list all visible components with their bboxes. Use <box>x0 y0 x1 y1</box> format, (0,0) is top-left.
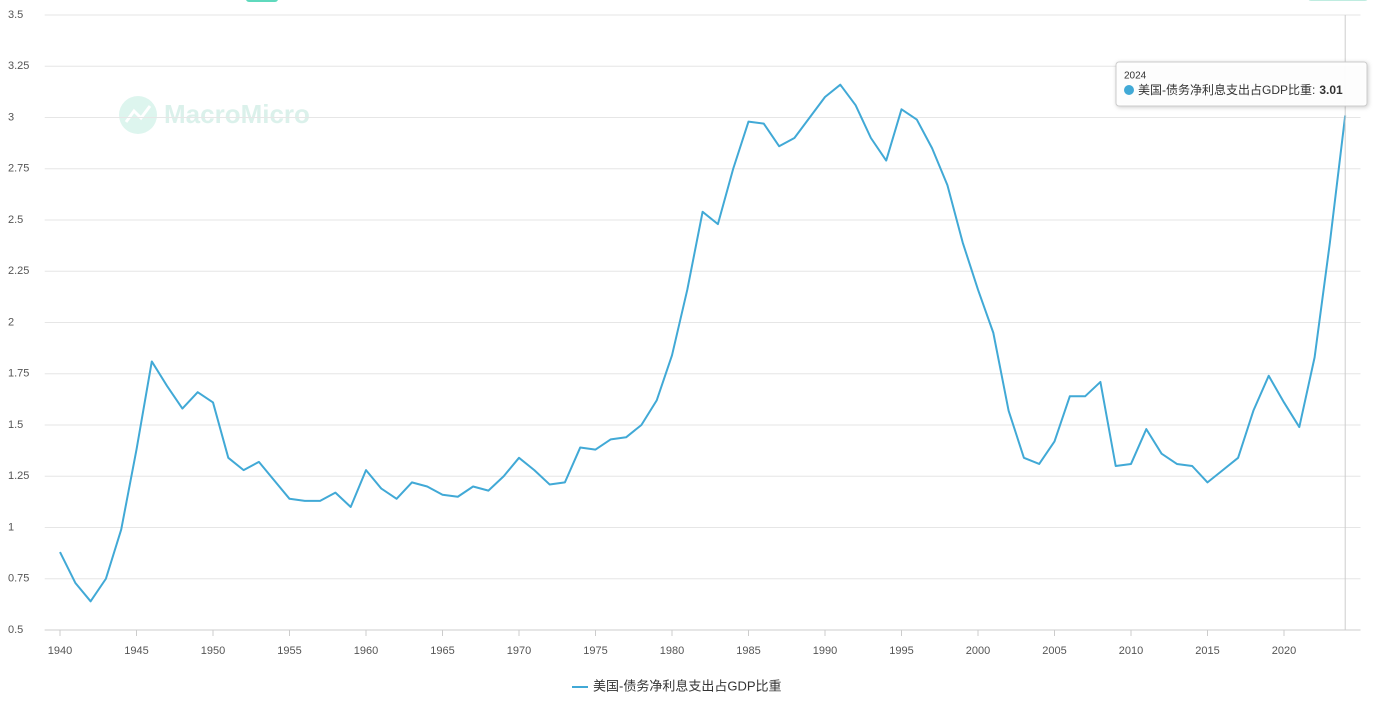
y-tick-label: 3 <box>8 111 14 123</box>
x-tick-label: 2015 <box>1195 645 1219 657</box>
y-tick-label: 3.25 <box>8 60 29 72</box>
tooltip-value: 3.01 <box>1319 83 1343 97</box>
y-tick-label: 2 <box>8 316 14 328</box>
x-tick-label: 1955 <box>277 645 301 657</box>
data-line <box>59 83 1347 603</box>
x-tick-label: 1960 <box>354 645 378 657</box>
y-tick-label: 2.25 <box>8 265 29 277</box>
x-tick-label: 1945 <box>124 645 148 657</box>
x-tick-label: 2005 <box>1042 645 1066 657</box>
x-tick-label: 1980 <box>660 645 684 657</box>
tooltip-box <box>1115 61 1368 107</box>
tooltip-dot <box>1124 85 1134 95</box>
tooltip-title: 2024 <box>1124 71 1147 82</box>
y-tick-label: 2.75 <box>8 163 29 175</box>
x-tick-label: 2020 <box>1272 645 1296 657</box>
legend-label: 美国-债务净利息支出占GDP比重 <box>593 678 782 693</box>
watermark-text: MacroMicro <box>164 99 310 129</box>
watermark: MacroMicro <box>119 96 310 134</box>
x-tick-label: 1940 <box>48 645 72 657</box>
y-tick-label: 3.5 <box>8 9 23 21</box>
x-tick-label: 1975 <box>583 645 607 657</box>
y-tick-label: 1.25 <box>8 470 29 482</box>
legend: 美国-债务净利息支出占GDP比重 <box>572 678 782 693</box>
x-tick-label: 1995 <box>889 645 913 657</box>
toolbar-button[interactable] <box>246 0 278 2</box>
x-tick-label: 1965 <box>430 645 454 657</box>
x-tick-label: 1970 <box>507 645 531 657</box>
x-tick-label: 1950 <box>201 645 225 657</box>
x-tick-label: 2010 <box>1119 645 1143 657</box>
y-tick-label: 2.5 <box>8 214 23 226</box>
y-tick-label: 0.5 <box>8 624 23 636</box>
y-tick-label: 1 <box>8 521 14 533</box>
x-tick-label: 1990 <box>813 645 837 657</box>
x-tick-label: 2000 <box>966 645 990 657</box>
y-tick-label: 0.75 <box>8 573 29 585</box>
y-tick-label: 1.5 <box>8 419 23 431</box>
tooltip-text: 美国-债务净利息支出占GDP比重: <box>1138 82 1315 97</box>
y-tick-label: 1.75 <box>8 368 29 380</box>
toolbar-button[interactable] <box>1308 0 1368 1</box>
x-tick-label: 1985 <box>736 645 760 657</box>
